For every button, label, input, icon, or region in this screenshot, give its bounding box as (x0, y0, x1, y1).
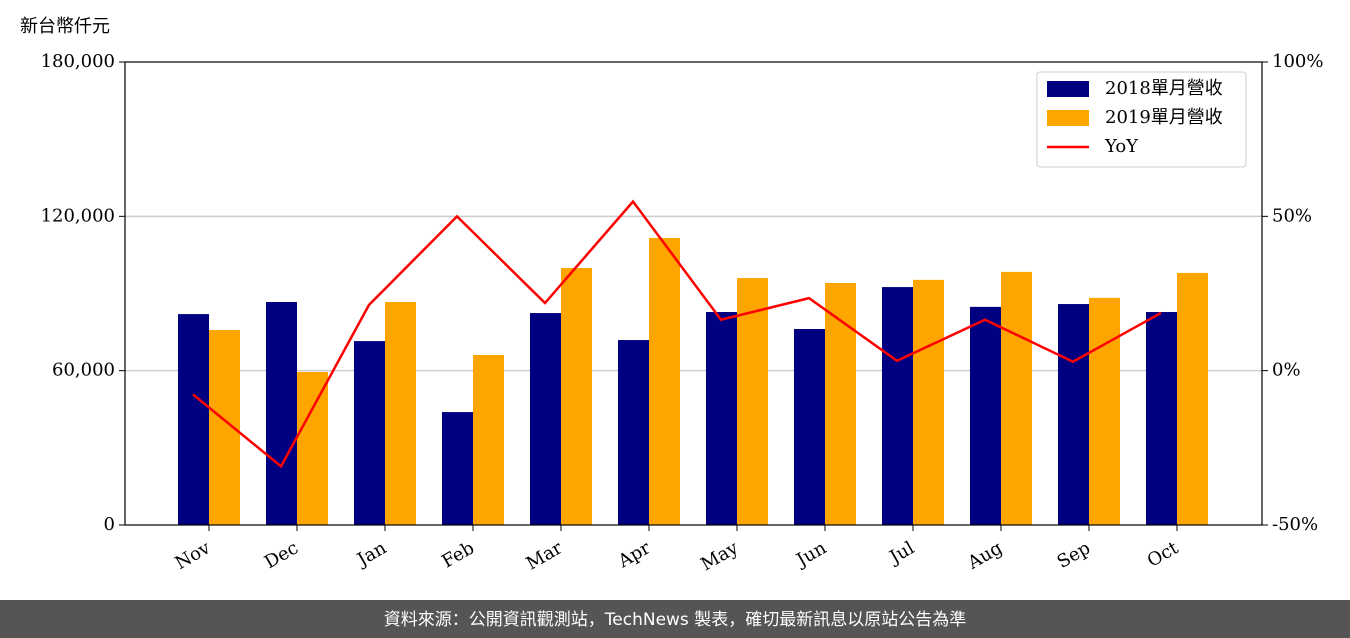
source-note: 資料來源：公開資訊觀測站，TechNews 製表，確切最新訊息以原站公告為準 (384, 610, 966, 630)
bar (913, 279, 944, 525)
bar (618, 340, 649, 525)
x-tick-label: Sep (1054, 537, 1094, 572)
bar (1146, 312, 1177, 525)
footer-bar (0, 600, 1350, 638)
x-tick-label: Aug (963, 537, 1006, 574)
y2-tick-label: 100% (1272, 51, 1323, 72)
bar (794, 328, 825, 525)
bar (178, 314, 209, 525)
y-tick-label: 120,000 (41, 205, 115, 226)
bar (266, 301, 297, 525)
x-tick-label: May (697, 537, 742, 575)
bar (354, 341, 385, 525)
x-tick-label: Dec (261, 537, 302, 573)
legend-label: 2019單月營收 (1105, 107, 1223, 128)
y-tick-label: 60,000 (52, 360, 115, 381)
bar (297, 371, 328, 525)
legend-swatch (1047, 81, 1089, 97)
yoy-line (192, 199, 1162, 469)
legend-box (1036, 71, 1247, 168)
bar (473, 354, 504, 525)
y2-tick-label: -50% (1272, 514, 1318, 535)
bar (1089, 297, 1120, 525)
x-tick-label: Jan (352, 537, 390, 571)
x-tick-label: Apr (614, 537, 654, 572)
bar (649, 237, 680, 525)
bar (530, 313, 561, 525)
bar (561, 268, 592, 525)
x-tick-label: Nov (172, 537, 215, 574)
y-axis-label: 新台幣仟元 (20, 16, 110, 37)
bar (737, 278, 768, 525)
x-tick-label: Feb (438, 537, 478, 572)
legend-label: YoY (1104, 136, 1139, 157)
y2-tick-label: 50% (1272, 205, 1312, 226)
x-tick-label: Jul (884, 537, 918, 569)
legend-swatch (1047, 110, 1089, 126)
bar (882, 287, 913, 525)
legend-label: 2018單月營收 (1105, 78, 1223, 99)
y-tick-label: 180,000 (41, 51, 115, 72)
bar (1177, 272, 1208, 525)
y-tick-label: 0 (104, 514, 115, 535)
plot-frame (124, 61, 1263, 526)
x-tick-label: Jun (791, 537, 830, 572)
bar (970, 306, 1001, 525)
y2-tick-label: 0% (1272, 360, 1301, 381)
x-tick-label: Oct (1144, 537, 1183, 572)
bar (385, 301, 416, 525)
x-tick-label: Mar (523, 537, 567, 574)
bar (1058, 304, 1089, 525)
bar (706, 312, 737, 525)
bar (442, 412, 473, 525)
bar (1001, 271, 1032, 525)
bar (825, 282, 856, 525)
